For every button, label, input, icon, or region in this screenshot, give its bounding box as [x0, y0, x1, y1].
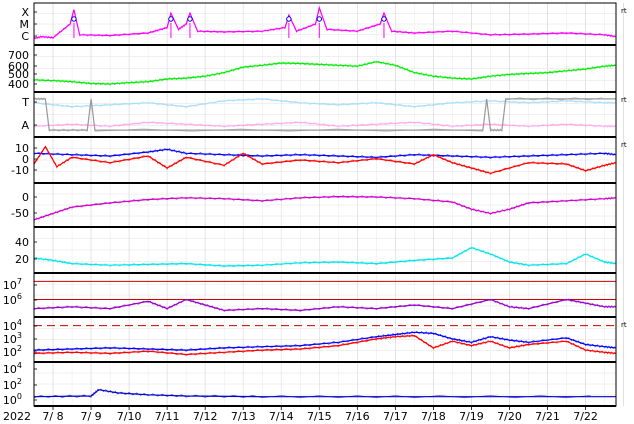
series-noise-imf-polarity [33, 97, 603, 133]
x-tick-label: 7/21 [535, 410, 560, 423]
y-tick-label: 40 [15, 236, 29, 249]
panel-side-label: rt [621, 7, 627, 15]
series-noise-imf-bz [33, 147, 615, 175]
frame-layer [33, 2, 617, 410]
series-noise-dst [33, 195, 615, 222]
x-tick-label: 7/ 9 [80, 410, 101, 423]
x-tick-label: 7/ 8 [42, 410, 63, 423]
series-noise-xray-flux [33, 330, 615, 352]
y-tick-label: 0 [22, 191, 29, 204]
series-noise-xray-flux [33, 334, 615, 357]
x-tick-label: 7/20 [497, 410, 522, 423]
series-noise-imf-polarity [33, 97, 615, 109]
x-tick-label: 7/17 [383, 410, 408, 423]
y-tick-label: 104 [3, 361, 22, 376]
x-tick-label: 7/22 [573, 410, 598, 423]
y-tick-label: -10 [11, 164, 29, 177]
series-line-imf-bz [33, 145, 617, 174]
grid-layer [33, 3, 624, 406]
series-noise-flare-class [33, 8, 615, 40]
series-line-xray-flux [33, 334, 617, 356]
y-tick-label: 500 [8, 68, 29, 81]
panel-side-label: rt [621, 321, 627, 329]
x-tick-label: 7/16 [345, 410, 370, 423]
x-tick-label: 7/10 [117, 410, 142, 423]
y-tick-label: 0 [22, 153, 29, 166]
y-tick-label: 102 [3, 377, 22, 392]
y-tick-label: -50 [11, 207, 29, 220]
x-tick-label: 7/14 [269, 410, 294, 423]
plot-frame [33, 2, 617, 407]
x-tick-label: 7/18 [421, 410, 446, 423]
series-noise-solar-wind-speed [33, 60, 615, 86]
x-tick-label: 7/19 [459, 410, 484, 423]
series-line-kp [33, 246, 617, 267]
y-tick-label: M [20, 18, 30, 31]
series-line-xray-flux [33, 331, 617, 351]
series-noise-imf-bz [33, 148, 615, 159]
series-line-imf-polarity [33, 98, 616, 108]
y-tick-label: 107 [3, 277, 22, 292]
x-tick-label: 7/12 [193, 410, 218, 423]
y-tick-label: 106 [3, 292, 22, 307]
series-line-imf-bz [33, 148, 617, 158]
panel-side-label: rt [621, 96, 627, 104]
series-noise-kp [33, 246, 615, 268]
y-tick-label: 102 [3, 344, 22, 359]
x-tick-label: 7/13 [231, 410, 256, 423]
y-tick-label: 100 [3, 392, 22, 407]
series-noise-proton-flux [33, 388, 591, 399]
y-tick-label: 20 [15, 253, 29, 266]
flare-marker [286, 16, 292, 22]
series-line-imf-polarity [33, 121, 616, 127]
flare-marker [71, 16, 77, 22]
y-tick-label: 700 [8, 49, 29, 62]
y-tick-label: C [21, 30, 29, 43]
flare-marker [316, 16, 322, 22]
series-noise-imf-polarity [33, 121, 615, 128]
y-tick-label: 400 [8, 78, 29, 91]
panel-side-label: rt [621, 141, 627, 149]
flare-marker [381, 16, 387, 22]
label-layer: XMCrt700600500400TArt100-10rt0-504020107… [3, 6, 627, 423]
y-tick-label: T [21, 96, 29, 109]
series-noise-electron-flux [33, 298, 615, 312]
y-tick-label: X [21, 6, 29, 19]
flare-marker [168, 16, 174, 22]
y-tick-label: 10 [15, 142, 29, 155]
series-layer [33, 5, 617, 399]
year-label: 2022 [3, 410, 31, 423]
y-tick-label: 600 [8, 60, 29, 73]
x-tick-label: 7/11 [155, 410, 180, 423]
y-tick-label: A [21, 119, 29, 132]
x-tick-label: 7/15 [307, 410, 332, 423]
flare-marker [187, 16, 193, 22]
